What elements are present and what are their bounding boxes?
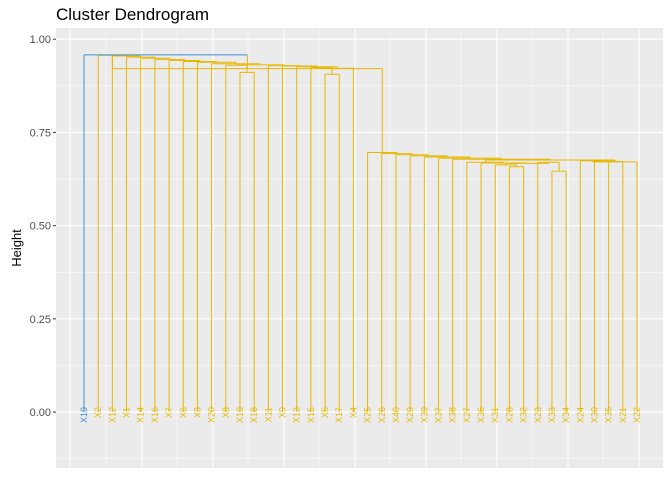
grid-lines (56, 28, 663, 468)
leaf-label: X22 (632, 407, 642, 423)
y-tick-label: 0.75 (30, 127, 51, 139)
leaf-label: X11 (263, 407, 273, 422)
leaf-label: X7 (164, 407, 174, 418)
leaf-label: X9 (278, 407, 288, 418)
leaf-label: X13 (292, 407, 302, 423)
leaf-label: X1 (122, 407, 132, 418)
y-tick-label: 1.00 (30, 34, 51, 46)
leaf-label: X19 (79, 407, 89, 423)
leaf-label: X15 (306, 407, 316, 423)
leaf-labels: X19 X2 X12 X1 X14 X16 X7 X6 X3 X20 X8 X10 X18 X11 X9 X1… (79, 407, 642, 423)
leaf-label: X26 (377, 407, 387, 423)
leaf-label: X10 (235, 407, 245, 423)
leaf-label: X17 (334, 407, 344, 423)
leaf-label: X33 (547, 407, 557, 423)
leaf-label: X40 (391, 407, 401, 423)
leaf-label: X31 (490, 407, 500, 423)
leaf-label: X30 (589, 407, 599, 423)
leaf-label: X18 (249, 407, 259, 423)
leaf-label: X4 (348, 407, 358, 418)
leaf-label: X8 (221, 407, 231, 418)
leaf-label: X2 (93, 407, 103, 418)
y-axis: 0.00 0.25 0.50 0.75 1.00 (30, 34, 56, 419)
leaf-label: X12 (107, 407, 117, 423)
leaf-label: X39 (419, 407, 429, 423)
leaf-label: X5 (320, 407, 330, 418)
dendrogram-tree (83, 54, 638, 413)
leaf-label: X27 (462, 407, 472, 423)
leaf-label: X36 (476, 407, 486, 423)
leaf-label: X35 (604, 407, 614, 423)
y-tick-label: 0.00 (30, 407, 51, 419)
leaf-label: X32 (519, 407, 529, 423)
leaf-label: X21 (618, 407, 628, 423)
leaf-label: X34 (561, 407, 571, 423)
plot-panel (56, 28, 663, 468)
leaf-label: X20 (207, 407, 217, 423)
leaf-label: X24 (575, 407, 585, 423)
y-tick-label: 0.50 (30, 221, 51, 233)
leaf-label: X14 (136, 407, 146, 423)
leaf-label: X38 (448, 407, 458, 423)
leaf-label: X37 (434, 407, 444, 423)
chart-title: Cluster Dendrogram (56, 5, 210, 24)
leaf-label: X28 (504, 407, 514, 423)
leaf-label: X16 (150, 407, 160, 423)
y-tick-label: 0.25 (30, 314, 51, 326)
leaf-label: X25 (363, 407, 373, 423)
leaf-label: X3 (192, 407, 202, 418)
leaf-label: X29 (405, 407, 415, 423)
leaf-label: X6 (178, 407, 188, 418)
y-axis-title: Height (9, 229, 24, 267)
leaf-label: X23 (533, 407, 543, 423)
